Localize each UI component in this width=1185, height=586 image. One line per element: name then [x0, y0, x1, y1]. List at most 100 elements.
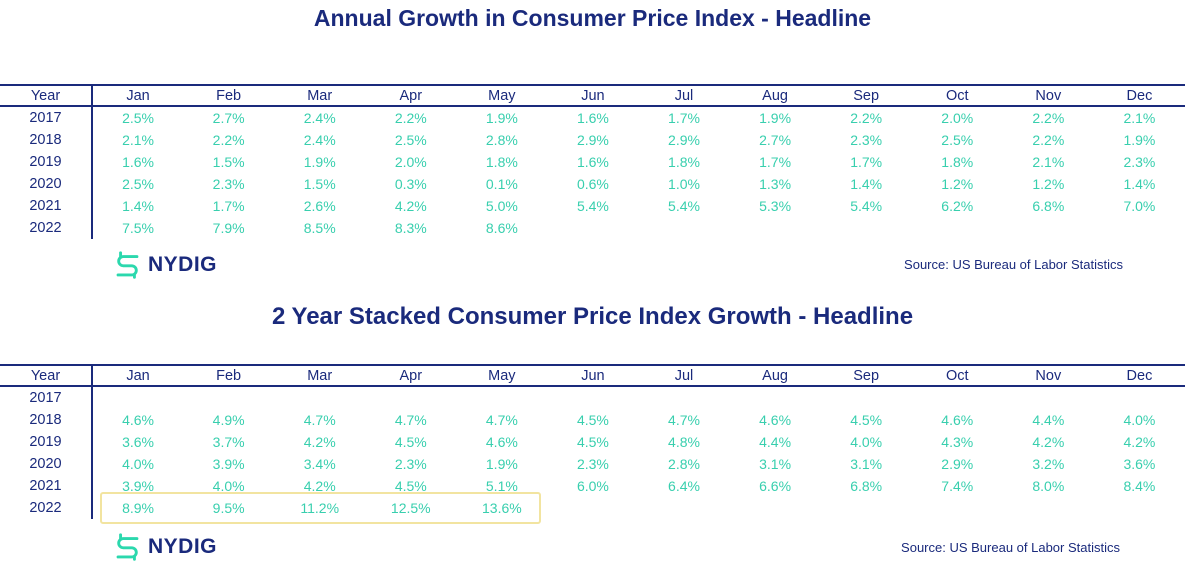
value-cell: 0.1% — [485, 176, 518, 192]
annual-cpi-growth-table: Year Jan Feb Mar Apr May Jun Jul Aug Sep Oct Nov Dec… — [0, 84, 1185, 239]
year-column-header: Year — [0, 84, 93, 107]
value-cell: 5.1% — [485, 478, 518, 494]
value-cell: 4.8% — [668, 434, 700, 450]
value-cell: 4.4% — [1032, 412, 1065, 428]
month-column-header: Sep — [820, 84, 912, 107]
value-cell: 4.6% — [122, 412, 154, 428]
value-cell: 8.9% — [122, 500, 154, 516]
value-cell: 1.9% — [303, 154, 336, 170]
value-cell: 0.6% — [576, 176, 609, 192]
data-row-2021: 2021 3.9% 4.0% 4.2% 4.5% 5.1% 6.0% 6.4% 6.6% 6.8%… — [0, 475, 1185, 497]
value-cell: 2.8% — [485, 132, 518, 148]
value-cell: 2.2% — [1032, 132, 1065, 148]
nydig-logo-text: NYDIG — [148, 252, 218, 276]
value-cell: 1.5% — [212, 154, 245, 170]
month-column-header: May — [456, 84, 548, 107]
value-cell — [92, 386, 183, 409]
nydig-logo: NYDIG — [114, 250, 217, 279]
month-column-header: Apr — [365, 364, 457, 387]
value-cell: 4.5% — [576, 434, 609, 450]
nydig-logo-text: NYDIG — [148, 534, 218, 558]
value-cell: 6.2% — [941, 198, 974, 214]
value-cell: 2.5% — [941, 132, 974, 148]
value-cell: 3.1% — [850, 456, 883, 472]
year-label: 2021 — [0, 195, 93, 217]
value-cell: 2.1% — [1032, 154, 1065, 170]
month-column-header: Mar — [274, 84, 366, 107]
value-cell: 4.2% — [1032, 434, 1065, 450]
value-cell — [1094, 386, 1185, 409]
value-cell: 7.0% — [1123, 198, 1156, 214]
value-cell: 4.4% — [759, 434, 792, 450]
value-cell: 4.6% — [759, 412, 792, 428]
source-attribution: Source: US Bureau of Labor Statistics — [904, 257, 1123, 272]
month-column-header: Aug — [729, 364, 821, 387]
value-cell: 2.0% — [394, 154, 427, 170]
value-cell: 6.6% — [759, 478, 792, 494]
value-cell: 6.4% — [668, 478, 700, 494]
value-cell: 1.4% — [850, 176, 883, 192]
value-cell: 4.5% — [576, 412, 609, 428]
value-cell: 7.9% — [212, 220, 245, 236]
year-label: 2017 — [0, 106, 93, 129]
value-cell: 1.8% — [668, 154, 700, 170]
value-cell — [730, 217, 821, 239]
value-cell: 4.0% — [212, 478, 245, 494]
value-cell: 1.3% — [759, 176, 792, 192]
value-cell: 0.3% — [394, 176, 427, 192]
value-cell: 1.4% — [1123, 176, 1156, 192]
value-cell: 2.9% — [668, 132, 700, 148]
data-row-2019: 2019 3.6% 3.7% 4.2% 4.5% 4.6% 4.5% 4.8% 4.4% 4.0%… — [0, 431, 1185, 453]
year-label: 2022 — [0, 217, 93, 239]
value-cell: 4.0% — [1123, 412, 1156, 428]
month-column-header: Oct — [911, 84, 1003, 107]
value-cell: 3.9% — [212, 456, 245, 472]
value-cell: 2.2% — [850, 110, 883, 126]
header-row: Year Jan Feb Mar Apr May Jun Jul Aug Sep Oct Nov Dec — [0, 364, 1185, 387]
month-column-header: Dec — [1093, 84, 1185, 107]
value-cell: 1.2% — [941, 176, 974, 192]
value-cell: 2.4% — [303, 110, 336, 126]
value-cell: 5.4% — [576, 198, 609, 214]
month-column-header: Feb — [183, 364, 275, 387]
value-cell: 4.2% — [394, 198, 427, 214]
value-cell: 4.2% — [303, 434, 336, 450]
value-cell: 2.2% — [1032, 110, 1065, 126]
value-cell — [365, 386, 456, 409]
month-column-header: Jun — [547, 84, 639, 107]
data-row-2017: 2017 — [0, 386, 1185, 409]
value-cell: 4.0% — [122, 456, 154, 472]
value-cell: 2.3% — [576, 456, 609, 472]
value-cell: 2.3% — [394, 456, 427, 472]
value-cell: 4.2% — [1123, 434, 1156, 450]
header-row: Year Jan Feb Mar Apr May Jun Jul Aug Sep Oct Nov Dec — [0, 84, 1185, 107]
value-cell: 4.7% — [668, 412, 700, 428]
data-row-2018: 2018 4.6% 4.9% 4.7% 4.7% 4.7% 4.5% 4.7% 4.6% 4.5%… — [0, 409, 1185, 431]
month-column-header: May — [456, 364, 548, 387]
highlight-box-2022-jan-may — [100, 492, 541, 524]
value-cell: 1.7% — [759, 154, 792, 170]
month-column-header: Mar — [274, 364, 366, 387]
nydig-logo: NYDIG — [114, 532, 217, 561]
nydig-dollar-icon — [116, 533, 139, 561]
value-cell: 2.5% — [394, 132, 427, 148]
value-cell: 7.5% — [122, 220, 154, 236]
value-cell: 1.9% — [1123, 132, 1156, 148]
data-row-2021: 2021 1.4% 1.7% 2.6% 4.2% 5.0% 5.4% 5.4% 5.3% 5.4%… — [0, 195, 1185, 217]
month-column-header: Jan — [92, 84, 184, 107]
value-cell: 1.7% — [212, 198, 245, 214]
data-row-2022: 2022 8.9% 9.5% 11.2% 12.5% 13.6% — [0, 497, 1185, 519]
value-cell: 2.5% — [122, 110, 154, 126]
year-label: 2018 — [0, 409, 93, 431]
year-label: 2021 — [0, 475, 93, 497]
value-cell: 4.5% — [850, 412, 883, 428]
value-cell — [183, 386, 274, 409]
year-label: 2018 — [0, 129, 93, 151]
value-cell: 4.2% — [303, 478, 336, 494]
year-label: 2019 — [0, 431, 93, 453]
value-cell: 2.3% — [1123, 154, 1156, 170]
value-cell: 4.7% — [394, 412, 427, 428]
value-cell: 8.6% — [485, 220, 518, 236]
year-column-header: Year — [0, 364, 93, 387]
value-cell: 6.8% — [850, 478, 883, 494]
